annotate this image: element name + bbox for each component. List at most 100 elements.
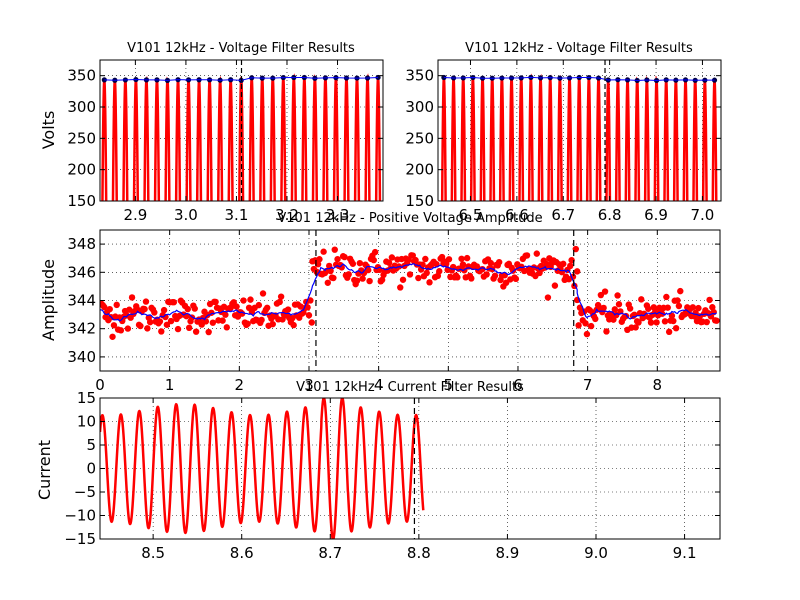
amplitude-point	[109, 333, 116, 340]
x-tick-label: 4	[374, 376, 384, 394]
amplitude-point	[491, 272, 499, 279]
amplitude-point	[167, 317, 175, 325]
amplitude-point	[263, 304, 271, 311]
amplitude-point	[426, 279, 433, 286]
amplitude-point	[222, 311, 229, 318]
y-tick-label: 250	[405, 129, 434, 147]
axis-ticks: 2.9 3.0 3.1 3.2 3.3 150 200 250 300 350	[67, 60, 383, 224]
amplitude-point	[290, 321, 297, 329]
x-tick-label: 8.8	[407, 544, 431, 562]
amplitude-point	[353, 277, 361, 284]
amplitude-point	[614, 292, 621, 299]
x-tick-label: 8.7	[318, 544, 342, 562]
amplitude-point	[117, 327, 125, 334]
amplitude-point	[156, 318, 164, 325]
amplitude-point	[695, 304, 702, 312]
amplitude-point	[160, 306, 168, 314]
y-tick-label: 10	[77, 413, 96, 431]
x-tick-label: 1	[165, 376, 175, 394]
y-tick-label: 350	[67, 67, 96, 85]
amplitude-point	[184, 305, 191, 313]
y-tick-label: 348	[67, 235, 96, 253]
smoothed-amplitude-line	[100, 263, 717, 322]
amplitude-point	[378, 276, 386, 284]
amplitude-point	[533, 250, 540, 257]
amplitude-point	[706, 296, 713, 304]
plot-area	[440, 60, 718, 201]
x-tick-label: 9.1	[673, 544, 697, 562]
x-tick-label: 6.7	[551, 206, 575, 224]
x-tick-label: 8.5	[141, 544, 165, 562]
amplitude-point	[244, 320, 251, 327]
amplitude-point	[583, 330, 591, 338]
panel-current: 8.5 8.6 8.7 8.8 8.9 9.0 9.1 −15 −10 −5 0 5 10 15 Curr…	[35, 389, 721, 562]
x-tick-label: 6.5	[459, 206, 483, 224]
amplitude-point	[423, 269, 430, 277]
axes-frame	[99, 59, 384, 202]
x-tick-label: 6.8	[598, 206, 622, 224]
panel-title: V101 12kHz - Positive Voltage Amplitude	[277, 211, 542, 226]
amplitude-point	[284, 306, 292, 313]
amplitude-point	[672, 324, 680, 332]
amplitude-point	[626, 305, 634, 312]
amplitude-point	[713, 317, 720, 324]
amplitude-point	[567, 262, 574, 270]
amplitude-point	[365, 266, 372, 274]
y-tick-label: −5	[74, 483, 96, 501]
amplitude-point	[334, 255, 341, 263]
amplitude-point	[592, 315, 599, 323]
amplitude-point	[523, 252, 531, 259]
amplitude-point	[338, 264, 345, 271]
panel-title: V101 12kHz - Current Filter Results	[296, 380, 524, 395]
amplitude-point	[223, 324, 230, 331]
amplitude-point	[674, 297, 681, 304]
amplitude-point	[645, 305, 652, 312]
amplitude-point	[137, 322, 144, 330]
axes-frame	[99, 229, 721, 372]
y-tick-label: 300	[405, 98, 434, 116]
peak-marker	[711, 77, 718, 83]
current-waveform	[100, 398, 425, 539]
amplitude-point	[399, 276, 407, 283]
amplitude-point	[665, 328, 673, 336]
amplitude-point	[316, 256, 323, 263]
amplitude-point	[247, 296, 254, 303]
amplitude-point	[100, 303, 108, 311]
y-tick-label: 200	[67, 161, 96, 179]
amplitude-point	[677, 287, 684, 295]
y-axis-label: Volts	[39, 111, 58, 150]
amplitude-point	[445, 256, 453, 263]
y-tick-label: −15	[64, 530, 96, 548]
amplitude-point	[601, 288, 609, 295]
amplitude-point	[345, 271, 352, 278]
amplitude-point	[406, 271, 414, 278]
amplitude-point	[388, 254, 396, 261]
x-tick-label: 7.0	[691, 206, 715, 224]
amplitude-point	[661, 318, 669, 325]
amplitude-point	[146, 318, 154, 326]
panel-positive-amplitude: 0 1 2 3 4 5 6 7 8 340 342 344 346 348 Amplitude	[39, 229, 721, 394]
y-tick-label: 200	[405, 161, 434, 179]
amplitude-point	[163, 321, 171, 328]
amplitude-point	[415, 274, 422, 282]
plot-area	[100, 398, 425, 539]
peak-marker	[441, 74, 447, 81]
voltage-waveform	[440, 73, 718, 201]
amplitude-point	[359, 275, 366, 282]
amplitude-point	[422, 255, 429, 263]
y-tick-label: 346	[67, 263, 96, 281]
panel-voltage-left: V101 12kHz - Voltage Filter Results Volt…	[39, 41, 384, 224]
amplitude-point	[668, 312, 676, 319]
amplitude-point	[463, 254, 471, 262]
y-tick-label: −10	[64, 507, 96, 525]
axes-frame	[437, 59, 722, 202]
axis-ticks: 8.5 8.6 8.7 8.8 8.9 9.0 9.1 −15 −10 −5 0 5 10 15	[64, 389, 720, 562]
amplitude-point	[495, 258, 503, 266]
amplitude-point	[597, 291, 605, 299]
x-tick-label: 6.6	[505, 206, 529, 224]
y-tick-label: 344	[67, 292, 96, 310]
amplitude-point	[468, 275, 475, 282]
y-axis-label: Amplitude	[39, 259, 58, 341]
amplitude-point	[647, 319, 655, 326]
amplitude-point	[151, 309, 158, 316]
